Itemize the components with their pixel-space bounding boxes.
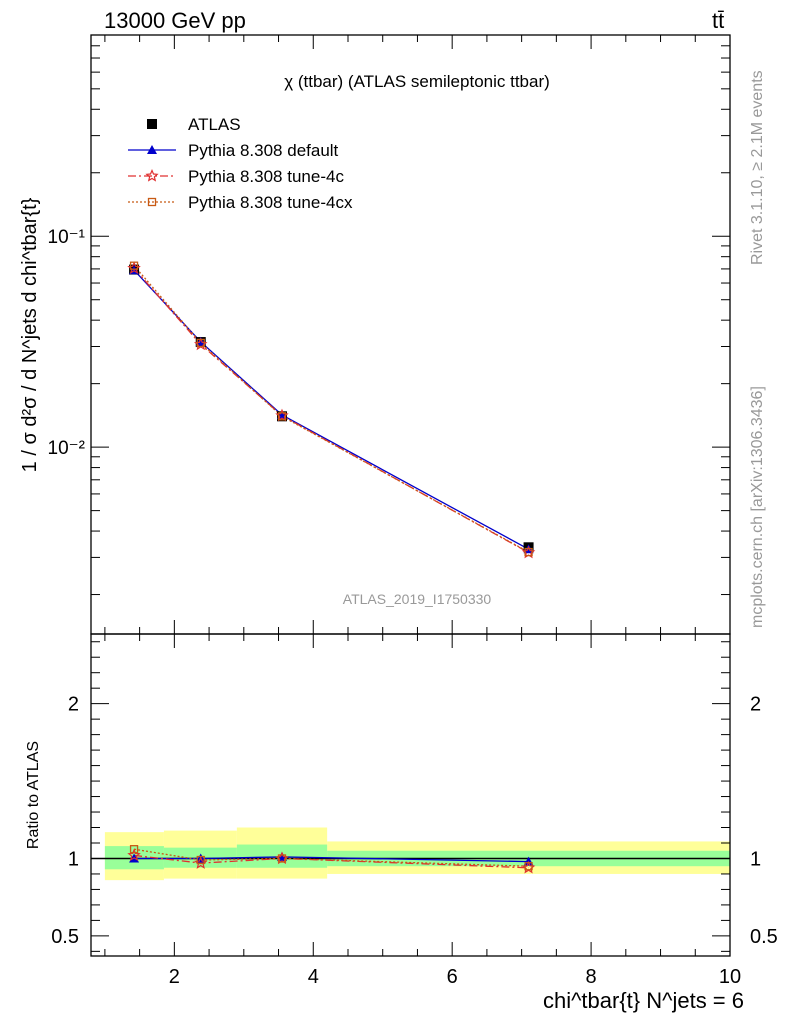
analysis-label: ATLAS_2019_I1750330: [343, 591, 492, 607]
ratio-series-line: [133, 848, 529, 867]
ratio-y-tick-label-right: 0.5: [750, 926, 778, 948]
main-series-lines: [133, 265, 529, 554]
x-axis-label: chi^tbar{t} N^jets = 6: [543, 988, 744, 1013]
x-tick-label: 4: [308, 966, 319, 988]
legend-marker: [147, 197, 157, 207]
main-y-tick-label: 10⁻¹: [48, 227, 86, 248]
main-series-line: [133, 265, 529, 553]
ratio-y-tick-label: 0.5: [51, 926, 79, 948]
ratio-y-tick-label-right: 2: [750, 694, 761, 716]
ratio-data-point: [277, 854, 287, 863]
legend-marker: [147, 145, 157, 154]
ratio-data-point: [127, 848, 141, 862]
main-y-tick-label: 10⁻²: [48, 438, 86, 459]
x-tick-label: 2: [169, 966, 180, 988]
energy-label: 13000 GeV pp: [104, 8, 246, 33]
main-data-point: [524, 547, 533, 557]
rivet-label: Rivet 3.1.10, ≥ 2.1M events: [749, 70, 766, 265]
x-tick-label: 10: [719, 966, 741, 988]
ratio-frame: [90, 633, 731, 957]
legend-label: Pythia 8.308 default: [188, 141, 339, 160]
ratio-y-tick-label: 2: [68, 694, 79, 716]
main-data-point: [195, 336, 206, 346]
mcplots-label: mcplots.cern.ch [arXiv:1306.3436]: [749, 386, 766, 628]
main-data-point: [277, 412, 287, 421]
process-label: tt̄: [712, 8, 724, 33]
ratio-axis-ticks: 2 4 6 8 10 0.5 0.5 1 1 2 2: [51, 634, 778, 988]
main-y-axis-label: 1 / σ d²σ / d N^jets d chi^tbar{t}: [19, 197, 41, 472]
main-data-point: [129, 261, 139, 270]
ratio-y-tick-label: 1: [68, 848, 79, 870]
legend-label: ATLAS: [188, 115, 241, 134]
main-frame: [90, 34, 731, 635]
ratio-series-markers: [127, 845, 536, 874]
legend-marker: [145, 168, 159, 182]
main-series-markers: [127, 261, 536, 559]
ratio-data-point: [524, 862, 533, 871]
ratio-y-tick-label-right: 1: [750, 848, 761, 870]
ratio-panel: 2 4 6 8 10 0.5 0.5 1 1 2 2 Ratio to ATLAS chi^tbar…: [25, 633, 778, 1013]
ratio-y-axis-label: Ratio to ATLAS: [25, 741, 42, 849]
ratio-series-line: [134, 854, 529, 869]
ratio-uncertainty-bands: [104, 827, 730, 881]
ratio-series-line: [134, 856, 529, 863]
main-series-line: [133, 267, 529, 554]
ratio-data-point: [129, 845, 139, 854]
legend-label: Pythia 8.308 tune-4c: [188, 167, 344, 186]
main-panel: 10⁻¹ 10⁻² χ (ttbar) (ATLAS semileptonic t…: [19, 34, 731, 635]
legend: ATLAS Pythia 8.308 default Pythia 8.308 tu…: [128, 115, 353, 212]
legend-marker: [147, 119, 157, 129]
main-series-line: [133, 269, 529, 550]
main-title: χ (ttbar) (ATLAS semileptonic ttbar): [284, 72, 550, 91]
ratio-series-lines: [133, 848, 529, 869]
ratio-data-point: [196, 855, 205, 865]
x-tick-label: 8: [586, 966, 597, 988]
main-data-point: [196, 338, 205, 348]
legend-label: Pythia 8.308 tune-4cx: [188, 193, 353, 212]
x-tick-label: 6: [447, 966, 458, 988]
